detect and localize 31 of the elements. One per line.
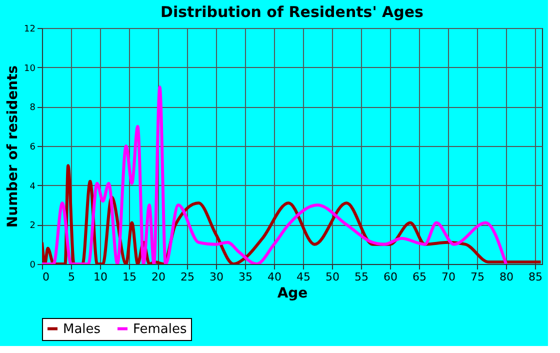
- x-tick-label: 80: [500, 270, 514, 284]
- x-tick-label: 15: [122, 270, 137, 284]
- y-tick-label: 12: [24, 24, 36, 34]
- x-tick-label: 20: [152, 270, 166, 284]
- x-tick-label: 10: [94, 270, 108, 284]
- x-tick-label: 5: [68, 270, 75, 284]
- legend-label: Males: [63, 322, 101, 337]
- x-tick-label: 25: [180, 270, 195, 284]
- x-axis-title: Age: [277, 286, 308, 302]
- x-tick-label: 70: [442, 270, 456, 284]
- x-tick-label: 50: [326, 270, 340, 284]
- legend-label: Females: [133, 322, 188, 337]
- y-tick-label: 0: [30, 260, 36, 270]
- chart-title: Distribution of Residents' Ages: [160, 3, 424, 21]
- x-tick-label: 65: [412, 270, 427, 284]
- x-tick-label: 60: [384, 270, 398, 284]
- x-tick-label: 75: [470, 270, 485, 284]
- y-tick-label: 4: [30, 182, 36, 192]
- x-tick-label: 85: [528, 270, 543, 284]
- x-tick-label: 45: [296, 270, 311, 284]
- x-tick-label: 55: [354, 270, 369, 284]
- y-tick-label: 8: [30, 103, 36, 114]
- x-tick-label: 35: [238, 270, 253, 284]
- x-tick-label: 40: [268, 270, 282, 284]
- line-series: [42, 86, 508, 264]
- x-tick-label: 30: [210, 270, 224, 284]
- x-tick-label: 0: [42, 270, 50, 284]
- y-tick-label: 10: [24, 64, 36, 74]
- y-axis-title: Number of residents: [5, 65, 22, 228]
- y-tick-label: 2: [30, 221, 36, 232]
- y-tick-label: 6: [30, 142, 36, 152]
